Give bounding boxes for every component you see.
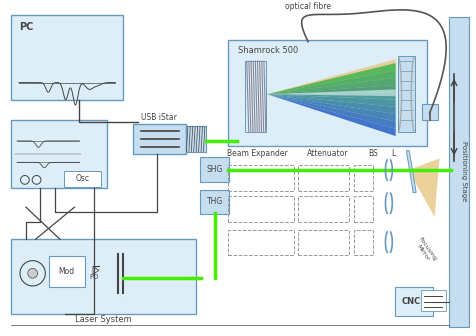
Text: Beam Expander: Beam Expander (227, 149, 287, 158)
FancyBboxPatch shape (11, 15, 123, 100)
Text: PD: PD (89, 274, 98, 280)
Polygon shape (267, 94, 395, 114)
Polygon shape (267, 92, 395, 99)
Polygon shape (267, 94, 395, 129)
FancyBboxPatch shape (64, 171, 100, 187)
Text: Shamrock 500: Shamrock 500 (238, 46, 298, 55)
FancyBboxPatch shape (228, 40, 426, 146)
Text: Attenuator: Attenuator (306, 149, 347, 158)
Polygon shape (267, 94, 395, 136)
Polygon shape (407, 159, 438, 217)
Text: PC: PC (19, 22, 33, 32)
FancyBboxPatch shape (199, 158, 229, 182)
Text: Osc: Osc (75, 174, 89, 183)
Text: Laser System: Laser System (75, 315, 132, 324)
Polygon shape (267, 94, 395, 122)
Polygon shape (267, 63, 395, 94)
Polygon shape (267, 70, 395, 94)
Text: CNC: CNC (401, 297, 420, 306)
Polygon shape (267, 78, 395, 94)
Text: Focusing
Mirror: Focusing Mirror (412, 236, 436, 265)
FancyBboxPatch shape (11, 239, 196, 314)
Circle shape (28, 268, 38, 278)
Polygon shape (267, 85, 395, 94)
Text: THG: THG (206, 197, 222, 206)
Polygon shape (267, 89, 395, 96)
Text: BS: BS (367, 149, 377, 158)
FancyBboxPatch shape (420, 290, 446, 311)
Polygon shape (267, 94, 395, 107)
Text: Positioning Stage: Positioning Stage (460, 141, 466, 201)
FancyBboxPatch shape (49, 256, 85, 287)
FancyBboxPatch shape (394, 287, 432, 316)
Text: SHG: SHG (206, 165, 222, 174)
FancyBboxPatch shape (133, 124, 186, 154)
FancyBboxPatch shape (397, 56, 414, 132)
Polygon shape (267, 59, 395, 94)
Text: USB iStar: USB iStar (141, 113, 177, 122)
FancyBboxPatch shape (421, 104, 436, 120)
FancyBboxPatch shape (186, 126, 206, 152)
FancyBboxPatch shape (448, 17, 468, 327)
Text: L: L (391, 149, 395, 158)
FancyBboxPatch shape (11, 120, 107, 188)
Polygon shape (406, 151, 415, 193)
FancyBboxPatch shape (199, 190, 229, 214)
Text: optical fibre: optical fibre (285, 2, 330, 11)
Text: Mod: Mod (59, 267, 75, 276)
